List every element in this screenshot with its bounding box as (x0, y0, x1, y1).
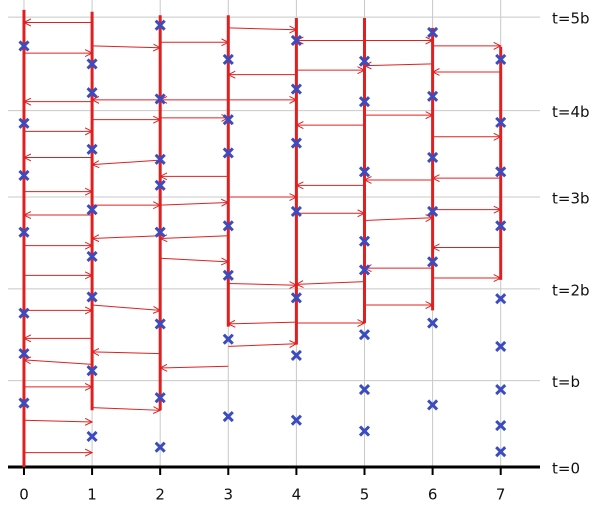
event-marker (154, 93, 166, 105)
x-tick-label: 6 (428, 486, 438, 504)
message-arrow (228, 344, 296, 347)
message-arrow (92, 352, 161, 354)
event-marker (290, 137, 302, 149)
message-arrow (92, 46, 160, 48)
event-marker (222, 53, 234, 65)
event-marker (358, 235, 371, 247)
message-arrow (160, 202, 228, 205)
event-marker (86, 430, 98, 442)
event-marker (154, 392, 166, 404)
event-marker (358, 329, 371, 341)
event-marker (154, 441, 166, 453)
message-arrow (160, 366, 229, 368)
event-marker (154, 19, 166, 31)
event-marker (495, 166, 507, 178)
message-arrow (92, 236, 161, 239)
message-arrow (364, 218, 432, 221)
event-marker (154, 226, 166, 238)
message-arrow (24, 360, 93, 365)
event-marker (18, 226, 30, 238)
event-marker (495, 384, 507, 396)
event-marker (358, 384, 371, 396)
message-arrow (160, 258, 228, 262)
event-marker (495, 293, 507, 305)
event-marker (222, 411, 234, 423)
event-marker (495, 53, 507, 65)
event-marker (86, 58, 98, 70)
event-marker (154, 179, 166, 191)
y-tick-label: t=b (552, 373, 580, 391)
message-arrow (228, 283, 296, 285)
event-marker (427, 151, 439, 164)
event-marker (290, 349, 302, 361)
event-marker (222, 114, 234, 126)
message-arrow (92, 304, 160, 310)
y-tick-label: t=4b (552, 103, 590, 121)
event-marker (358, 166, 371, 178)
y-tick-label: t=2b (552, 281, 590, 299)
x-tick-label: 3 (224, 486, 234, 504)
event-marker (222, 333, 234, 345)
event-marker (290, 83, 302, 95)
event-marker (358, 96, 371, 108)
message-arrow (23, 420, 92, 422)
x-tick-label: 2 (155, 486, 165, 504)
event-marker (18, 307, 30, 319)
y-tick-label: t=0 (552, 460, 580, 478)
event-marker (427, 90, 439, 102)
event-marker (495, 340, 507, 352)
x-tick-label: 5 (360, 486, 370, 504)
event-marker (18, 117, 30, 129)
event-marker (427, 205, 439, 218)
event-marker (86, 291, 98, 303)
event-marker (427, 399, 439, 411)
event-marker (358, 264, 371, 276)
event-marker (290, 292, 302, 304)
event-marker (222, 220, 234, 232)
x-tick-label: 7 (496, 486, 506, 504)
message-arrow (228, 322, 297, 324)
event-marker (427, 26, 439, 38)
x-tick-label: 0 (19, 486, 29, 504)
event-marker (18, 169, 30, 182)
y-tick-label: t=3b (552, 190, 590, 208)
y-tick-label: t=5b (552, 10, 590, 28)
event-marker (154, 153, 166, 165)
message-arrow (228, 28, 296, 30)
event-marker (86, 250, 98, 263)
message-arrow (364, 64, 433, 66)
event-marker (18, 397, 30, 409)
message-arrow (92, 159, 161, 164)
event-marker (495, 220, 507, 232)
event-marker (154, 318, 166, 330)
event-marker (86, 143, 98, 155)
event-marker (495, 116, 507, 128)
event-marker (358, 55, 371, 67)
message-arrow (92, 408, 160, 411)
message-arrow (296, 282, 365, 285)
event-marker (427, 317, 439, 329)
event-marker (290, 34, 302, 47)
message-arrow (160, 236, 229, 239)
x-tick-label: 1 (87, 486, 97, 504)
event-marker (222, 269, 234, 281)
event-marker (86, 204, 98, 216)
event-marker (290, 414, 302, 426)
event-marker (222, 147, 234, 159)
event-marker (495, 446, 507, 458)
event-marker (495, 420, 507, 432)
event-marker (358, 425, 371, 437)
event-marker (86, 87, 98, 99)
event-marker (290, 205, 302, 218)
event-marker (18, 348, 30, 360)
x-tick-label: 4 (292, 486, 302, 504)
event-marker (86, 365, 98, 377)
event-marker (427, 256, 439, 268)
event-marker (18, 40, 30, 52)
